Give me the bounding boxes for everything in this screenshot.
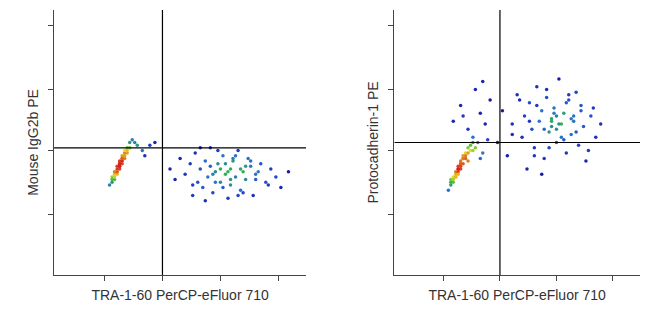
svg-text:Protocadherin-1 PE: Protocadherin-1 PE bbox=[365, 81, 381, 203]
svg-text:TRA-1-60 PerCP-eFluor 710: TRA-1-60 PerCP-eFluor 710 bbox=[428, 287, 606, 303]
svg-text:TRA-1-60 PerCP-eFluor 710: TRA-1-60 PerCP-eFluor 710 bbox=[91, 287, 269, 303]
svg-text:Mouse IgG2b PE: Mouse IgG2b PE bbox=[25, 89, 41, 196]
